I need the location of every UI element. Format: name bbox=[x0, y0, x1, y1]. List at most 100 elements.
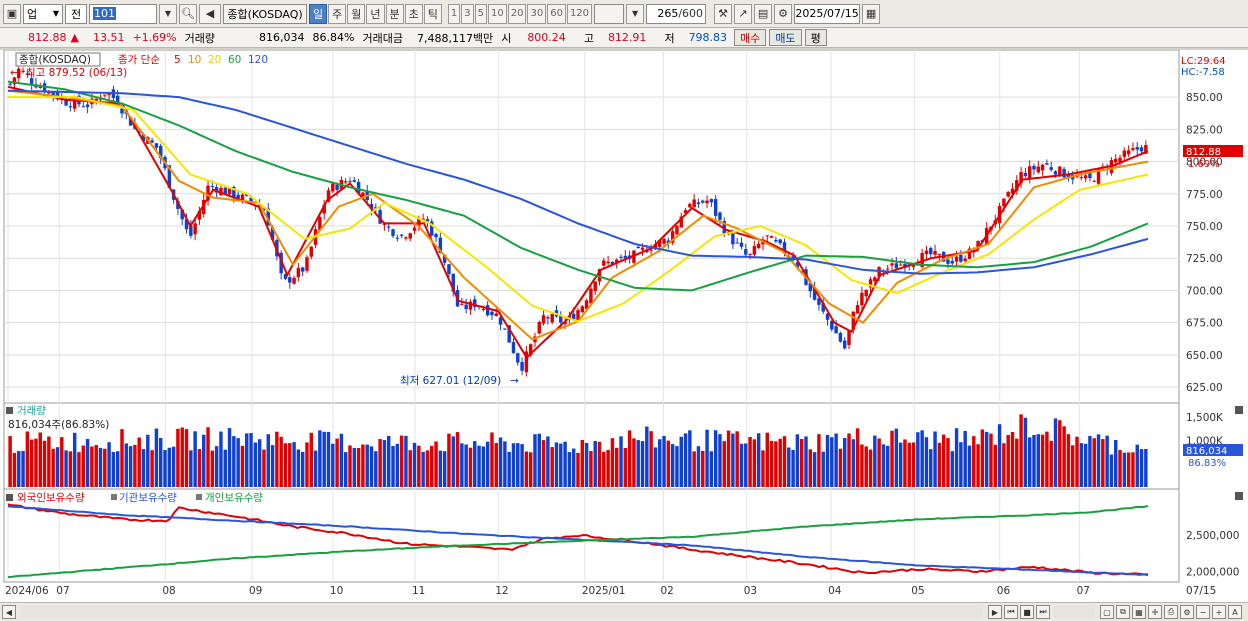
zoom-in-icon[interactable]: + bbox=[1212, 605, 1226, 619]
interval-button[interactable]: 1 bbox=[447, 3, 461, 24]
interval-button[interactable]: 20 bbox=[507, 3, 527, 24]
volume-bar bbox=[670, 444, 675, 487]
volume-bar bbox=[825, 434, 830, 487]
volume-bar bbox=[886, 445, 890, 487]
candle-body bbox=[115, 95, 120, 106]
sell-button[interactable]: 매도 bbox=[769, 29, 802, 46]
count-input[interactable]: 265 /600 bbox=[646, 3, 707, 24]
speaker-icon[interactable]: ◀︎ bbox=[199, 3, 221, 24]
candle-body bbox=[395, 237, 400, 239]
interval-dropdown-chevron-icon[interactable]: ▼ bbox=[626, 3, 645, 24]
candle-body bbox=[1088, 173, 1092, 179]
candle-body bbox=[1058, 166, 1062, 177]
volume-bar bbox=[1049, 440, 1053, 487]
scroll-right-icon[interactable]: ▶ bbox=[988, 605, 1002, 619]
grid-icon[interactable]: ▦ bbox=[1132, 605, 1146, 619]
stock-chart[interactable]: 850.00 825.00 800.00 775.00 750.00 725.00 700.… bbox=[0, 50, 1248, 602]
volume-bar bbox=[563, 441, 567, 487]
interval-button[interactable]: 120 bbox=[566, 3, 593, 24]
candle-body bbox=[765, 235, 770, 237]
volume-bar bbox=[232, 436, 236, 487]
period-select[interactable]: 전 bbox=[65, 3, 87, 24]
window-icon[interactable]: ▢ bbox=[1100, 605, 1114, 619]
compare-icon[interactable]: ⧉ bbox=[1116, 605, 1130, 619]
scroll-left-icon[interactable]: ◀ bbox=[2, 605, 16, 619]
candle-body bbox=[640, 247, 645, 250]
code-dropdown-chevron-icon[interactable]: ▼ bbox=[159, 3, 177, 24]
x-tick-label: 06 bbox=[997, 585, 1011, 597]
candle-body bbox=[51, 92, 55, 96]
candle-body bbox=[709, 199, 714, 203]
gear-icon[interactable]: ⚙ bbox=[774, 3, 793, 24]
chart-tool-icon[interactable]: ⚒ bbox=[714, 3, 733, 24]
candle-body bbox=[1049, 167, 1053, 170]
price-tick-label: 825.00 bbox=[1186, 124, 1223, 136]
save-icon[interactable]: ▤ bbox=[754, 3, 773, 24]
last-page-icon[interactable]: ⏭ bbox=[1036, 605, 1050, 619]
interval-button[interactable]: 5 bbox=[474, 3, 487, 24]
volume-bar bbox=[292, 442, 296, 487]
avg-button[interactable]: 평 bbox=[804, 29, 827, 46]
candle-body bbox=[81, 106, 86, 108]
volume-bar bbox=[950, 451, 954, 487]
crosshair-icon[interactable]: ✛ bbox=[1148, 605, 1162, 619]
period-year-button[interactable]: 년 bbox=[366, 3, 385, 24]
period-month-button[interactable]: 월 bbox=[347, 3, 366, 24]
horizontal-scrollbar[interactable] bbox=[20, 606, 982, 618]
candle-body bbox=[593, 281, 597, 292]
volume-bar bbox=[731, 433, 735, 487]
candle-body bbox=[597, 269, 602, 282]
period-minute-button[interactable]: 분 bbox=[385, 3, 404, 24]
period-second-button[interactable]: 초 bbox=[404, 3, 423, 24]
x-tick-label: 02 bbox=[661, 585, 674, 597]
text-size-icon[interactable]: A bbox=[1228, 605, 1242, 619]
interval-button[interactable]: 3 bbox=[461, 3, 474, 24]
volume-bar bbox=[77, 452, 81, 487]
period-tick-button[interactable]: 틱 bbox=[423, 3, 442, 24]
code-input[interactable]: 101 bbox=[89, 3, 157, 24]
candle-body bbox=[25, 73, 30, 75]
candle-body bbox=[417, 217, 421, 227]
line-tool-icon[interactable]: ↗ bbox=[734, 3, 753, 24]
calendar-icon[interactable]: ▦ bbox=[862, 3, 881, 24]
interval-button[interactable]: 10 bbox=[488, 3, 507, 24]
volume-bar bbox=[666, 440, 671, 487]
candle-body bbox=[748, 253, 752, 255]
holdings-line bbox=[7, 505, 1149, 579]
candle-body bbox=[795, 262, 800, 269]
interval-input[interactable] bbox=[594, 3, 625, 24]
volume-close-icon[interactable] bbox=[1235, 406, 1243, 414]
volume-bar bbox=[1023, 417, 1028, 487]
volume-bar bbox=[1058, 420, 1062, 487]
volume-bar bbox=[25, 431, 30, 487]
holdings-close-icon[interactable] bbox=[1235, 492, 1243, 500]
volume-bar bbox=[503, 441, 507, 487]
volume-bar bbox=[993, 444, 998, 487]
volume-bar bbox=[959, 442, 963, 487]
volume-bars bbox=[8, 414, 1148, 487]
volume-bar bbox=[692, 451, 696, 487]
stop-icon[interactable]: ■ bbox=[1020, 605, 1034, 619]
period-week-button[interactable]: 주 bbox=[328, 3, 347, 24]
volume-bar bbox=[713, 430, 718, 487]
date-input[interactable]: 2025/07/15 bbox=[794, 3, 861, 24]
print-icon[interactable]: ⎙ bbox=[1164, 605, 1178, 619]
volume-bar bbox=[34, 438, 38, 487]
bottom-scroll-bar: ◀ ▶ ⏮ ■ ⏭ ▢ ⧉ ▦ ✛ ⎙ ⚙ − + A bbox=[0, 602, 1248, 621]
first-page-icon[interactable]: ⏮ bbox=[1004, 605, 1018, 619]
search-icon[interactable]: 🔍︎ bbox=[179, 3, 197, 24]
zoom-out-icon[interactable]: − bbox=[1196, 605, 1210, 619]
period-day-button[interactable]: 일 bbox=[309, 3, 328, 24]
candle-body bbox=[692, 199, 696, 208]
candle-body bbox=[227, 188, 232, 195]
settings-icon[interactable]: ⚙ bbox=[1180, 605, 1194, 619]
market-select[interactable]: 업 ▼ bbox=[23, 3, 63, 24]
volume-bar bbox=[834, 433, 838, 487]
interval-button[interactable]: 60 bbox=[547, 3, 566, 24]
zoom-slider[interactable] bbox=[1054, 606, 1094, 618]
volume-bar bbox=[184, 429, 189, 487]
window-menu-icon[interactable]: ▣ bbox=[3, 3, 21, 24]
buy-button[interactable]: 매수 bbox=[734, 29, 767, 46]
interval-button[interactable]: 30 bbox=[527, 3, 547, 24]
foreign-holdings-label: 외국인보유수량 bbox=[17, 492, 85, 504]
